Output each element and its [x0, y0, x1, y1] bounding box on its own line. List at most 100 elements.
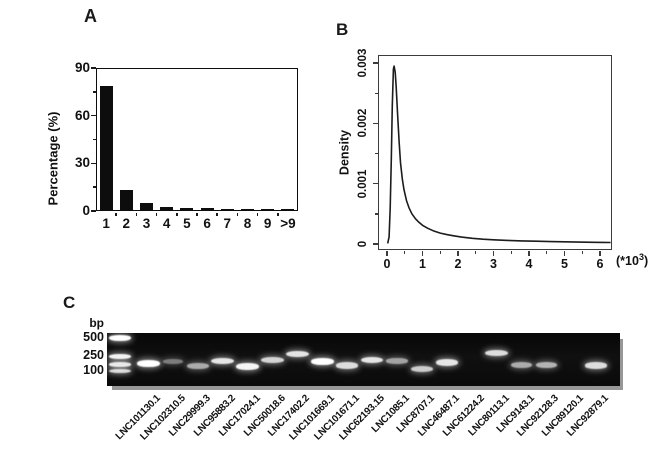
- bp-unit-label: bp: [89, 316, 104, 330]
- x-axis-minor-tick: [236, 212, 239, 216]
- gel-band: [410, 365, 433, 372]
- gel-band: [435, 359, 459, 367]
- y-axis-tick-label: 30: [74, 155, 90, 171]
- gel-band: [485, 349, 508, 357]
- y-axis-minor-tick: [374, 213, 378, 215]
- x-axis-category-label: 3: [142, 216, 151, 231]
- x-axis-tick: [599, 251, 601, 256]
- x-axis-minor-tick: [176, 212, 178, 216]
- x-axis-minor-tick: [115, 212, 117, 216]
- x-axis-minor-tick: [475, 251, 477, 254]
- y-axis-tick-label: 0.001: [357, 169, 369, 199]
- x-axis-category-label: 6: [203, 216, 211, 231]
- gel-band: [187, 363, 209, 369]
- bar-chart-plot-box: [96, 68, 298, 211]
- x-axis-category-label: 1: [102, 216, 110, 231]
- ladder-marker-label: 100: [83, 363, 104, 377]
- x-axis-tick-label: 4: [525, 257, 533, 271]
- gel-band: [535, 361, 558, 368]
- x-axis-tick-label: 0: [383, 257, 391, 271]
- y-axis-title-density: Density: [337, 129, 352, 176]
- unit-prefix: (*10: [616, 254, 639, 269]
- x-axis-tick: [563, 251, 566, 256]
- bar: [180, 207, 194, 210]
- y-axis-tick: [90, 114, 96, 117]
- density-curve-svg: [386, 65, 611, 244]
- bar: [119, 190, 133, 210]
- x-axis-category-label: >9: [280, 216, 296, 231]
- y-axis-minor-tick: [92, 186, 96, 188]
- x-axis-category-label: 4: [162, 216, 171, 231]
- y-axis-tick: [372, 122, 378, 125]
- x-axis-category-label: 7: [223, 216, 232, 231]
- y-axis-tick-label: 0.002: [357, 109, 369, 138]
- density-plot-box: [378, 55, 612, 250]
- gel-band: [336, 362, 359, 369]
- density-curve: [386, 65, 611, 244]
- y-axis-minor-tick: [374, 92, 378, 94]
- gel-band: [162, 359, 184, 365]
- x-axis-tick-label: 3: [490, 257, 497, 271]
- x-axis-category-label: 9: [263, 216, 272, 231]
- x-axis-tick: [528, 251, 530, 256]
- y-axis-tick-label: 60: [74, 107, 90, 123]
- gel-band: [510, 362, 533, 368]
- panel-a-letter: A: [84, 6, 97, 26]
- ladder-band: [109, 368, 131, 374]
- y-axis-tick: [90, 210, 96, 212]
- y-axis-tick: [372, 62, 378, 64]
- y-axis-minor-tick: [92, 138, 96, 141]
- ladder-marker-label: 500: [83, 330, 104, 344]
- panel-c-letter: C: [63, 293, 76, 312]
- bar: [160, 206, 174, 210]
- unit-suffix: ): [643, 254, 649, 269]
- y-axis-tick-label: 0.003: [357, 48, 369, 78]
- y-axis-tick: [372, 243, 378, 245]
- y-axis-tick-label: 0: [82, 203, 90, 218]
- gel-band: [310, 358, 334, 366]
- y-axis-tick: [90, 162, 96, 165]
- x-axis-minor-tick: [155, 212, 158, 216]
- gel-band: [211, 357, 234, 365]
- panel-b-letter: B: [336, 20, 349, 39]
- gel-band: [236, 363, 260, 371]
- y-axis-tick-label: 0: [357, 240, 369, 248]
- x-axis-minor-tick: [216, 212, 218, 216]
- x-axis-unit-label: (*103): [616, 252, 648, 268]
- bar: [99, 86, 113, 210]
- x-axis-category-label: 8: [243, 216, 252, 231]
- gel-band: [136, 360, 160, 368]
- gel-band: [261, 356, 284, 364]
- bar: [140, 203, 153, 210]
- gel-band: [360, 356, 384, 364]
- x-axis-tick: [457, 251, 459, 256]
- x-axis-tick: [492, 251, 495, 256]
- bar: [200, 208, 214, 210]
- x-axis-tick-label: 2: [454, 257, 462, 271]
- x-axis-category-label: 2: [122, 216, 131, 231]
- y-axis-tick: [372, 182, 378, 185]
- x-axis-tick-label: 1: [419, 257, 426, 271]
- x-axis-tick: [386, 251, 388, 256]
- bar: [220, 208, 234, 210]
- x-axis-tick-label: 5: [561, 257, 568, 271]
- x-axis-minor-tick: [404, 251, 406, 254]
- ladder-band: [109, 353, 131, 359]
- y-axis-tick-label: 90: [74, 60, 90, 75]
- y-axis-minor-tick: [374, 152, 378, 155]
- x-axis-minor-tick: [135, 212, 138, 216]
- x-axis-minor-tick: [546, 251, 548, 254]
- bar: [241, 209, 254, 210]
- x-axis-tick-label: 6: [596, 257, 604, 271]
- ladder-band: [109, 335, 131, 341]
- x-axis-minor-tick: [439, 251, 441, 254]
- bar: [261, 209, 275, 210]
- y-axis-minor-tick: [92, 91, 96, 93]
- x-axis-minor-tick: [196, 212, 198, 216]
- x-axis-minor-tick: [256, 212, 259, 216]
- y-axis-tick: [90, 67, 96, 69]
- x-axis-category-label: 5: [183, 216, 191, 231]
- bar: [281, 209, 295, 210]
- gel-band: [286, 350, 309, 358]
